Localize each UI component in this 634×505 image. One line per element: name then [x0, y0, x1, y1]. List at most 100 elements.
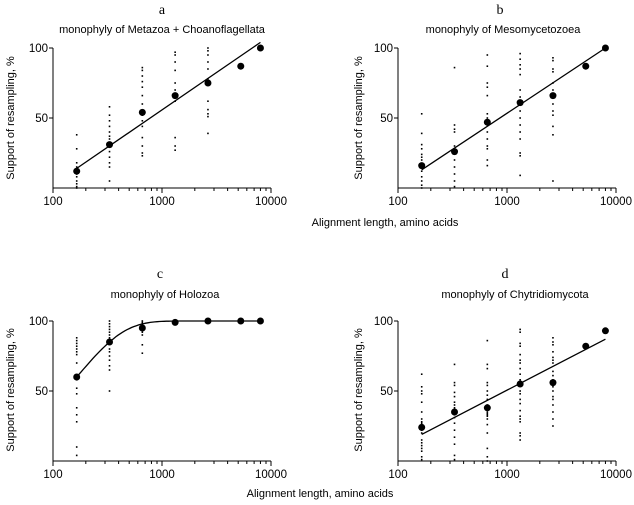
replicate-point	[519, 117, 521, 119]
replicate-point	[486, 398, 489, 401]
replicate-point	[486, 131, 489, 133]
replicate-point	[519, 409, 521, 412]
replicate-point	[207, 61, 209, 63]
replicate-point	[552, 370, 554, 373]
replicate-point	[552, 390, 554, 392]
replicate-point	[552, 356, 554, 359]
y-tick-label: 100	[374, 43, 393, 55]
replicate-point	[519, 328, 521, 331]
replicate-point	[174, 82, 176, 84]
replicate-point	[420, 187, 423, 189]
replicate-point	[75, 345, 78, 347]
x-tick-label: 100	[388, 196, 407, 208]
x-tick-label: 1000	[494, 196, 520, 208]
replicate-point	[453, 124, 456, 126]
replicate-point	[108, 180, 111, 182]
mean-point	[516, 99, 524, 107]
mean-point	[601, 44, 609, 52]
x-tick-label: 10000	[255, 469, 287, 481]
replicate-point	[486, 447, 489, 450]
replicate-point	[519, 373, 521, 375]
mean-point	[418, 423, 426, 431]
replicate-point	[174, 69, 176, 72]
replicate-point	[486, 148, 489, 150]
replicate-point	[108, 138, 111, 140]
y-axis-label: Support of resampling, %	[5, 328, 17, 452]
replicate-point	[108, 166, 111, 168]
replicate-point	[420, 170, 423, 172]
replicate-point	[486, 164, 489, 167]
replicate-point	[519, 362, 521, 364]
replicate-point	[207, 113, 209, 115]
replicate-point	[174, 89, 176, 91]
replicate-point	[552, 374, 554, 377]
replicate-point	[75, 187, 78, 189]
mean-point	[73, 167, 81, 175]
replicate-point	[141, 69, 144, 72]
replicate-point	[519, 52, 521, 55]
panel-title: monophyly of Chytridiomycota	[441, 289, 589, 301]
replicate-point	[519, 131, 521, 133]
replicate-point	[174, 61, 176, 63]
replicate-point	[108, 390, 111, 392]
replicate-point	[75, 162, 78, 164]
replicate-point	[552, 180, 554, 182]
replicate-point	[207, 50, 209, 52]
replicate-point	[108, 106, 111, 108]
replicate-point	[108, 320, 111, 322]
replicate-point	[141, 120, 144, 122]
panel-a: a monophyly of Metazoa + Choanoflagellat…	[5, 3, 287, 208]
replicate-point	[420, 390, 423, 392]
replicate-point	[486, 159, 489, 161]
replicate-point	[552, 425, 554, 427]
replicate-point	[519, 73, 521, 76]
replicate-point	[75, 353, 78, 356]
mean-point	[171, 92, 179, 100]
replicate-point	[486, 65, 489, 67]
replicate-point	[486, 94, 489, 97]
replicate-point	[453, 443, 456, 445]
replicate-point	[519, 89, 521, 91]
replicate-point	[141, 80, 144, 83]
replicate-point	[552, 57, 554, 59]
fit-line	[76, 41, 261, 169]
replicate-point	[552, 411, 554, 413]
replicate-point	[420, 411, 423, 413]
replicate-point	[141, 103, 144, 105]
replicate-point	[108, 351, 111, 353]
replicate-point	[75, 342, 78, 345]
replicate-point	[552, 114, 554, 116]
replicate-point	[141, 320, 144, 322]
x-axis-label: Alignment length, amino acids	[247, 488, 394, 500]
replicate-point	[453, 407, 456, 409]
mean-point	[138, 108, 146, 116]
replicate-point	[486, 394, 489, 396]
replicate-point	[420, 184, 423, 186]
fit-line	[421, 47, 606, 171]
replicate-point	[453, 166, 456, 168]
replicate-point	[108, 114, 111, 116]
replicate-point	[108, 135, 111, 137]
y-tick-label: 50	[35, 113, 48, 125]
replicate-point	[486, 145, 489, 147]
replicate-point	[207, 47, 209, 49]
replicate-point	[420, 450, 423, 452]
replicate-point	[552, 341, 554, 343]
replicate-point	[519, 418, 521, 420]
y-axis-label: Support of resampling, %	[353, 328, 365, 452]
replicate-point	[486, 363, 489, 366]
replicate-point	[108, 120, 111, 122]
replicate-point	[552, 103, 554, 105]
mean-point	[516, 380, 524, 388]
replicate-point	[75, 176, 78, 178]
replicate-point	[141, 66, 144, 69]
replicate-point	[453, 66, 456, 69]
replicate-point	[519, 398, 521, 401]
replicate-point	[174, 51, 176, 53]
replicate-point	[108, 156, 111, 158]
replicate-point	[486, 138, 489, 140]
replicate-point	[207, 115, 209, 118]
replicate-point	[486, 339, 489, 342]
replicate-point	[75, 134, 78, 136]
replicate-point	[486, 367, 489, 370]
